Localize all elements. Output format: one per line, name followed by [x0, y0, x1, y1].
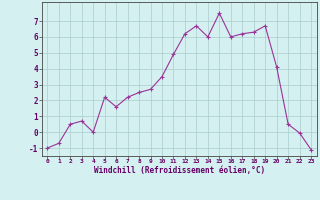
X-axis label: Windchill (Refroidissement éolien,°C): Windchill (Refroidissement éolien,°C)	[94, 166, 265, 175]
